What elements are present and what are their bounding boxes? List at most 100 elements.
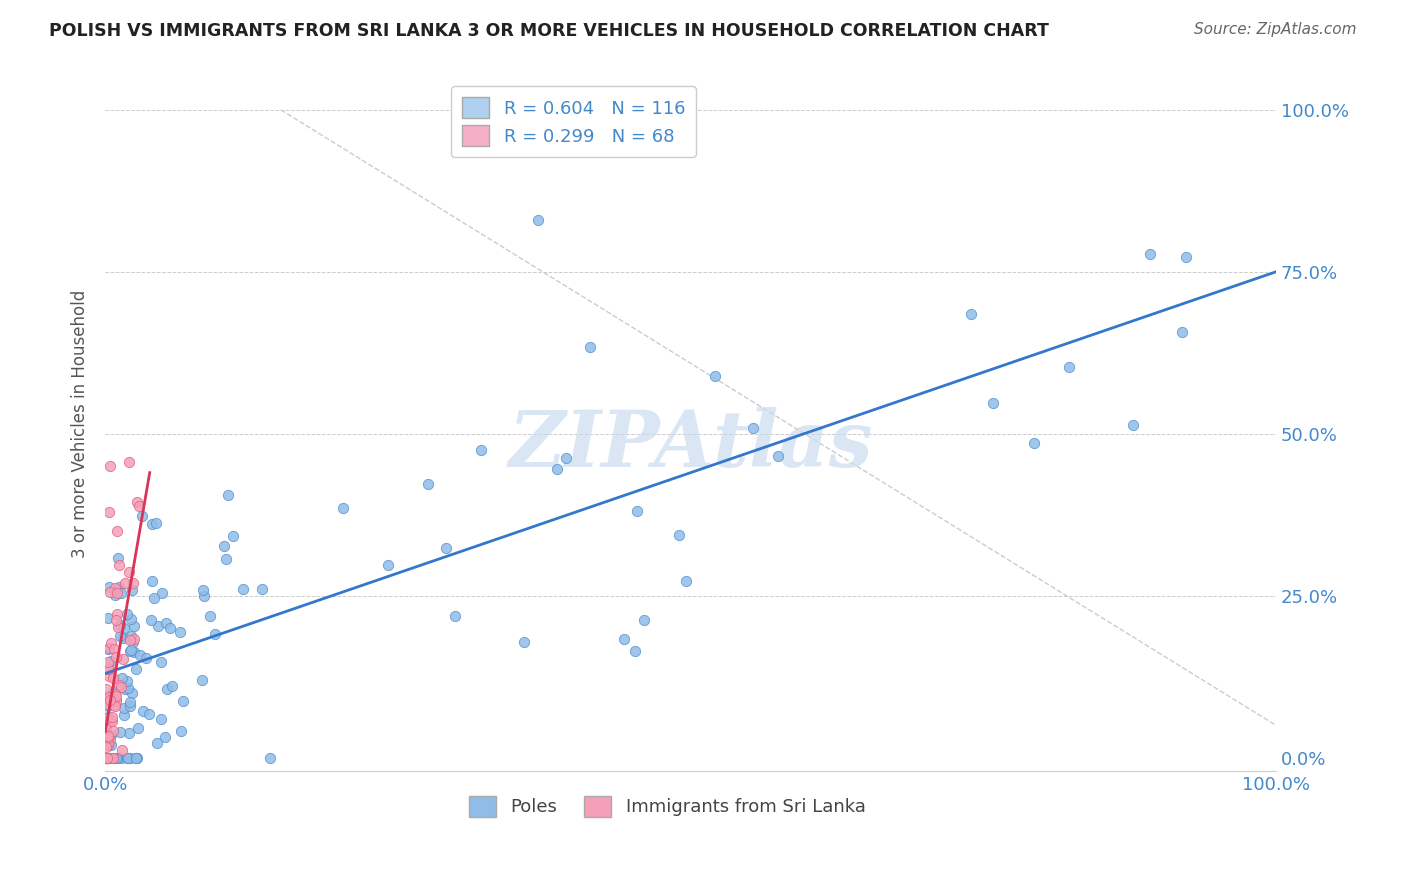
Point bbox=[117, 681, 139, 695]
Point bbox=[112, 632, 135, 646]
Point bbox=[105, 607, 128, 622]
Point bbox=[96, 738, 118, 752]
Point bbox=[129, 648, 152, 662]
Point bbox=[97, 690, 120, 704]
Point bbox=[132, 704, 155, 718]
Point bbox=[107, 750, 129, 764]
Point bbox=[416, 477, 439, 491]
Point bbox=[108, 678, 131, 692]
Point bbox=[111, 671, 134, 685]
Point bbox=[250, 582, 273, 597]
Point bbox=[120, 642, 142, 657]
Point bbox=[100, 728, 122, 742]
Point bbox=[101, 723, 124, 738]
Point bbox=[121, 582, 143, 597]
Point bbox=[96, 750, 118, 764]
Point bbox=[145, 516, 167, 530]
Point bbox=[332, 500, 354, 515]
Point bbox=[217, 488, 239, 502]
Point bbox=[98, 580, 121, 594]
Point bbox=[741, 421, 763, 435]
Point bbox=[96, 740, 118, 755]
Point bbox=[668, 528, 690, 542]
Point bbox=[191, 673, 214, 688]
Point bbox=[131, 509, 153, 524]
Point bbox=[105, 649, 128, 664]
Point bbox=[443, 609, 465, 624]
Point bbox=[146, 736, 169, 750]
Point bbox=[96, 681, 118, 696]
Point bbox=[97, 692, 120, 706]
Point bbox=[96, 711, 118, 725]
Point bbox=[470, 442, 492, 457]
Point bbox=[96, 750, 118, 764]
Point bbox=[104, 687, 127, 701]
Point bbox=[198, 609, 221, 624]
Point bbox=[555, 451, 578, 466]
Point bbox=[103, 685, 125, 699]
Point bbox=[97, 710, 120, 724]
Point bbox=[100, 750, 122, 764]
Point bbox=[97, 655, 120, 669]
Point bbox=[146, 619, 169, 633]
Point bbox=[98, 640, 121, 655]
Point bbox=[959, 307, 981, 321]
Point bbox=[98, 459, 121, 474]
Point bbox=[96, 695, 118, 709]
Point bbox=[768, 449, 790, 463]
Point bbox=[122, 619, 145, 633]
Point bbox=[108, 580, 131, 594]
Point bbox=[1024, 436, 1046, 450]
Point bbox=[114, 576, 136, 591]
Point bbox=[613, 632, 636, 647]
Point bbox=[96, 689, 118, 703]
Point bbox=[97, 642, 120, 657]
Point bbox=[115, 607, 138, 622]
Point bbox=[110, 586, 132, 600]
Point bbox=[377, 558, 399, 573]
Point bbox=[103, 641, 125, 656]
Point bbox=[112, 707, 135, 722]
Point bbox=[121, 685, 143, 699]
Point bbox=[101, 750, 124, 764]
Point bbox=[104, 694, 127, 708]
Point bbox=[97, 750, 120, 764]
Point bbox=[107, 620, 129, 634]
Point bbox=[101, 671, 124, 685]
Point bbox=[141, 516, 163, 531]
Point bbox=[117, 455, 139, 469]
Point bbox=[120, 612, 142, 626]
Point bbox=[138, 706, 160, 721]
Point bbox=[143, 591, 166, 605]
Point bbox=[98, 750, 121, 764]
Point bbox=[150, 586, 173, 600]
Point bbox=[100, 710, 122, 724]
Point bbox=[96, 750, 118, 764]
Y-axis label: 3 or more Vehicles in Household: 3 or more Vehicles in Household bbox=[72, 290, 89, 558]
Point bbox=[105, 750, 128, 764]
Point bbox=[122, 575, 145, 590]
Point bbox=[125, 494, 148, 508]
Point bbox=[149, 655, 172, 669]
Point bbox=[112, 700, 135, 714]
Point bbox=[139, 613, 162, 627]
Point bbox=[124, 750, 146, 764]
Point bbox=[103, 698, 125, 713]
Point bbox=[127, 721, 149, 735]
Point bbox=[160, 679, 183, 693]
Point bbox=[124, 662, 146, 676]
Point bbox=[118, 566, 141, 580]
Point bbox=[1171, 325, 1194, 339]
Point bbox=[96, 736, 118, 750]
Point bbox=[434, 541, 457, 555]
Point bbox=[232, 582, 254, 597]
Point bbox=[141, 574, 163, 588]
Point bbox=[96, 750, 118, 764]
Point bbox=[97, 750, 120, 764]
Point bbox=[120, 699, 142, 714]
Point bbox=[115, 674, 138, 689]
Point bbox=[1122, 418, 1144, 433]
Point bbox=[110, 750, 132, 764]
Point bbox=[124, 632, 146, 646]
Point bbox=[579, 340, 602, 354]
